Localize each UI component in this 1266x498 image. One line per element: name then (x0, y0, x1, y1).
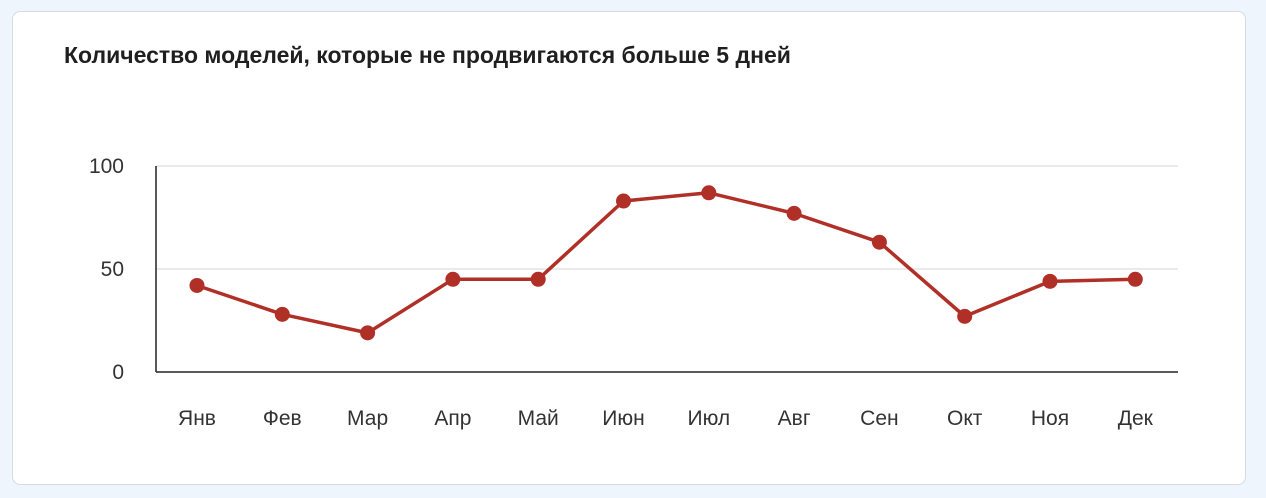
data-point[interactable] (786, 205, 802, 221)
x-tick-label: Июн (602, 407, 644, 430)
chart-card: Количество моделей, которые не продвигаю… (12, 11, 1246, 485)
chart-title: Количество моделей, которые не продвигаю… (64, 42, 791, 68)
data-point[interactable] (1042, 273, 1058, 289)
data-point[interactable] (957, 308, 973, 324)
x-tick-label: Май (518, 407, 559, 430)
data-point[interactable] (274, 306, 290, 322)
data-point[interactable] (871, 234, 887, 250)
grid-lines (156, 165, 1178, 270)
y-tick-label: 50 (101, 258, 124, 281)
y-tick-labels: 0 50 100 (89, 155, 124, 384)
x-tick-label: Июл (687, 407, 730, 430)
x-tick-labels: Янв Фев Мар Апр Май Июн Июл Авг Сен Окт Ноя Дек (178, 407, 1154, 430)
x-tick-label: Мар (347, 407, 388, 430)
y-tick-label: 0 (112, 361, 124, 384)
y-tick-label: 100 (89, 155, 124, 178)
data-point[interactable] (1127, 271, 1143, 287)
x-tick-label: Фев (263, 407, 302, 430)
data-point[interactable] (530, 271, 546, 287)
axes (155, 166, 1178, 373)
data-point[interactable] (701, 185, 717, 201)
x-tick-label: Сен (860, 407, 898, 430)
x-tick-label: Апр (434, 407, 471, 430)
data-point[interactable] (445, 271, 461, 287)
series-line (195, 191, 1138, 335)
x-tick-label: Ноя (1031, 407, 1069, 430)
series (189, 185, 1143, 341)
x-tick-label: Дек (1118, 407, 1154, 430)
data-point[interactable] (616, 193, 631, 209)
x-tick-label: Янв (178, 407, 216, 430)
x-tick-label: Авг (778, 407, 811, 430)
data-point[interactable] (360, 325, 376, 341)
data-point[interactable] (189, 277, 205, 293)
x-tick-label: Окт (947, 407, 983, 430)
